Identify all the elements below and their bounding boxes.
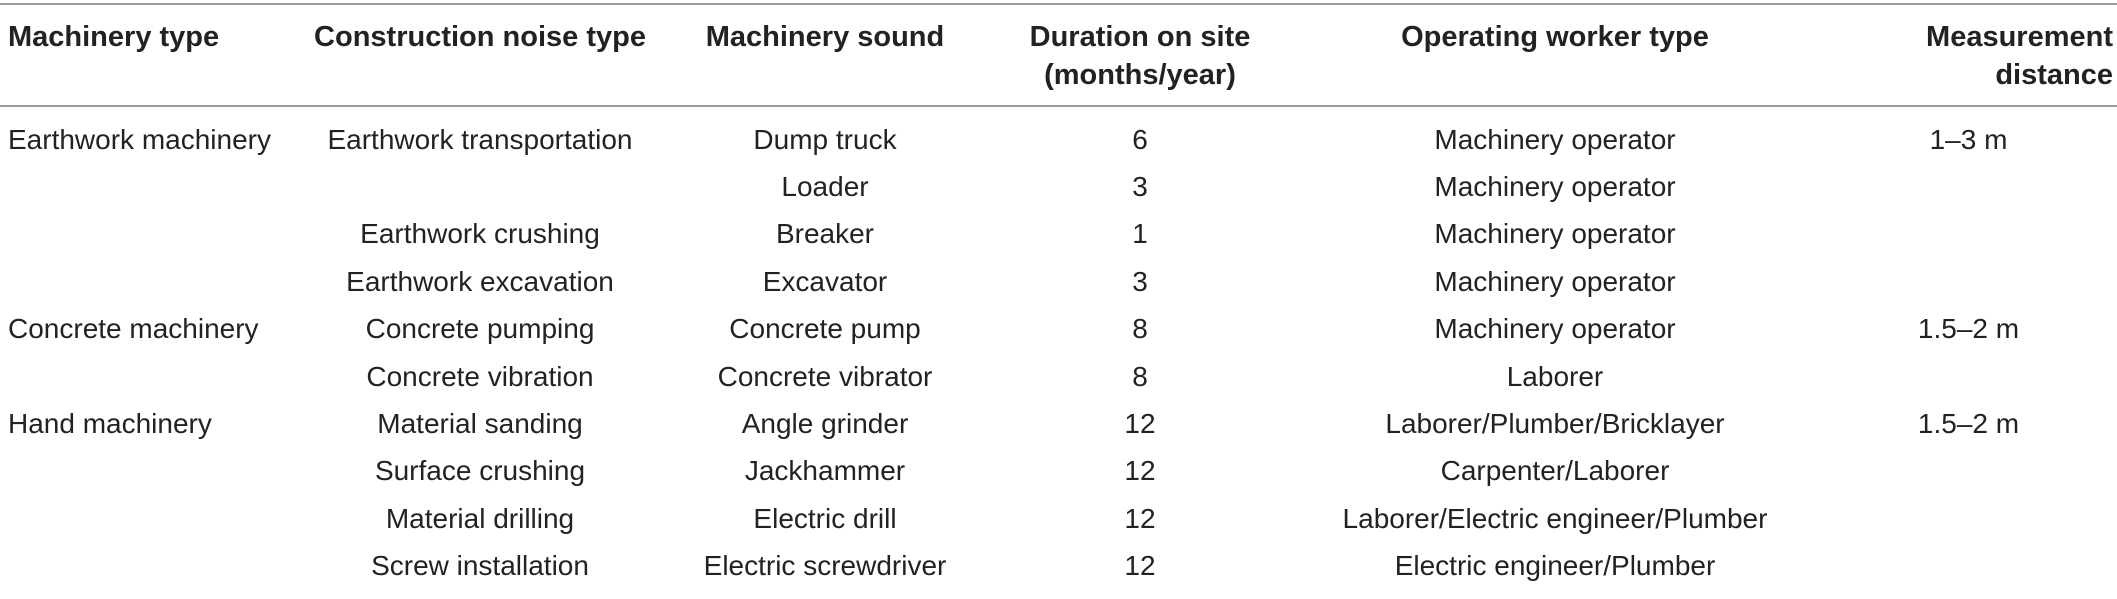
cell-duration: 12 [1124,407,1156,439]
cell-machinery-sound: Concrete vibrator [717,360,933,392]
header-construction-noise-type: Construction noise type [314,21,646,53]
cell-machinery-type [0,354,300,401]
cell-machinery-type: Earthwork machinery [8,124,271,155]
cell-distance [1820,496,2117,543]
cell-worker-type: Electric engineer/Plumber [1394,550,1716,582]
header-operating-worker-type: Operating worker type [1401,21,1709,53]
cell-machinery-sound: Angle grinder [741,407,909,439]
header-machinery-type: Machinery type [8,21,220,53]
cell-distance: 1.5–2 m [1917,313,2020,345]
header-measurement-distance: Measurement distance [1926,21,2113,91]
cell-machinery-type [0,211,300,258]
cell-distance: 1–3 m [1929,124,2008,155]
cell-duration: 12 [1124,550,1156,582]
table-row: Earthwork excavation Excavator 3 Machine… [0,259,2117,306]
header-machinery-sound: Machinery sound [705,21,945,53]
cell-machinery-sound: Loader [781,171,869,202]
table-row: Material drilling Electric drill 12 Labo… [0,496,2117,543]
table-row: Earthwork crushing Breaker 1 Machinery o… [0,211,2117,258]
cell-worker-type: Laborer/Plumber/Bricklayer [1385,407,1725,439]
table-header-rule [0,105,2117,107]
cell-worker-type: Laborer [1506,360,1604,392]
cell-duration: 8 [1132,360,1148,392]
cell-machinery-type [0,448,300,495]
cell-machinery-sound: Breaker [775,218,875,250]
cell-duration: 3 [1132,171,1148,202]
header-duration-line1: Duration on site [1029,21,1251,53]
cell-machinery-type [0,259,300,306]
cell-worker-type: Machinery operator [1434,313,1676,345]
cell-worker-type: Laborer/Electric engineer/Plumber [1342,502,1768,534]
cell-noise-type: Earthwork transportation [327,124,633,155]
table-row: Screw installation Electric screwdriver … [0,543,2117,590]
table-row: Earthwork machinery Earthwork transporta… [0,96,2117,164]
table-top-rule [0,3,2117,5]
cell-duration: 3 [1132,265,1148,297]
cell-machinery-sound: Dump truck [753,124,897,155]
cell-duration: 6 [1132,124,1148,155]
table-row: Concrete vibration Concrete vibrator 8 L… [0,354,2117,401]
cell-distance [1820,259,2117,306]
cell-worker-type: Carpenter/Laborer [1440,455,1670,487]
cell-duration: 8 [1132,313,1148,345]
cell-distance [1820,354,2117,401]
cell-worker-type: Machinery operator [1434,218,1676,250]
cell-distance [1820,164,2117,211]
cell-duration: 12 [1124,455,1156,487]
header-duration-line2: (months/year) [1044,59,1236,91]
table-row: Loader 3 Machinery operator [0,164,2117,211]
cell-noise-type: Screw installation [371,550,589,582]
cell-worker-type: Machinery operator [1434,171,1676,202]
cell-machinery-sound: Electric screwdriver [703,550,947,582]
cell-machinery-type: Concrete machinery [8,313,259,345]
cell-distance [1820,543,2117,590]
cell-distance: 1.5–2 m [1917,407,2020,439]
table-row: Concrete machinery Concrete pumping Conc… [0,306,2117,353]
table-row: Surface crushing Jackhammer 12 Carpenter… [0,448,2117,495]
cell-machinery-sound: Electric drill [753,502,897,534]
cell-noise-type: Earthwork excavation [346,265,614,297]
cell-worker-type: Machinery operator [1434,265,1676,297]
table-header: Machinery type Construction noise type M… [0,0,2117,96]
table-body: Earthwork machinery Earthwork transporta… [0,96,2117,591]
cell-noise-type: Concrete pumping [365,313,595,345]
table-row: Hand machinery Material sanding Angle gr… [0,401,2117,448]
cell-distance [1820,448,2117,495]
cell-machinery-type [0,164,300,211]
cell-noise-type: Concrete vibration [366,360,594,392]
cell-machinery-sound: Concrete pump [729,313,921,345]
cell-duration: 12 [1124,502,1156,534]
cell-machinery-sound: Excavator [762,265,888,297]
cell-duration: 1 [1132,218,1148,250]
cell-noise-type: Surface crushing [374,455,586,487]
header-row: Machinery type Construction noise type M… [0,0,2117,96]
header-duration-on-site: Duration on site (months/year) [990,0,1290,96]
cell-noise-type: Material sanding [377,407,583,439]
cell-machinery-type [0,496,300,543]
cell-worker-type: Machinery operator [1434,124,1676,155]
cell-noise-type: Material drilling [385,502,575,534]
cell-machinery-type: Hand machinery [8,407,212,439]
cell-noise-type [300,164,660,211]
cell-distance [1820,211,2117,258]
cell-machinery-sound: Jackhammer [744,455,906,487]
cell-machinery-type [0,543,300,590]
cell-noise-type: Earthwork crushing [360,218,600,250]
